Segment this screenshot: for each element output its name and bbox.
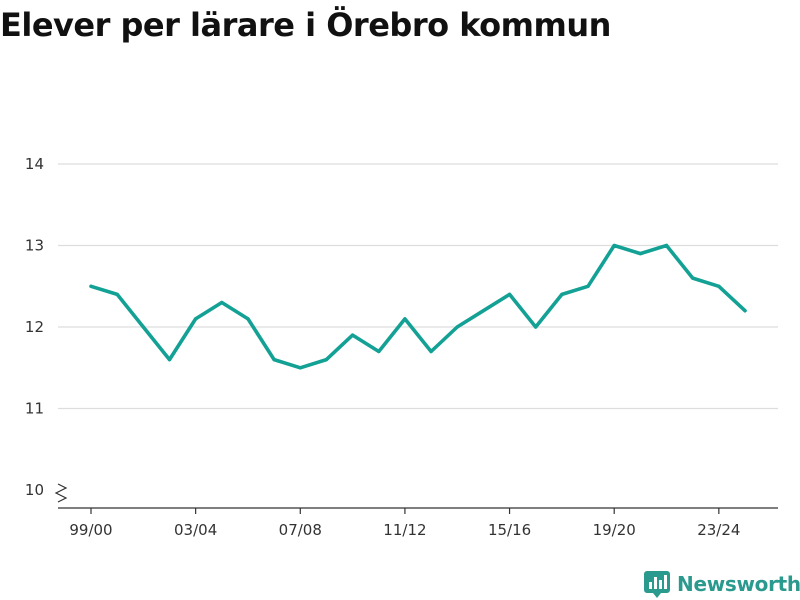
grid-lines: [58, 163, 778, 410]
data-point: [377, 349, 381, 354]
data-point: [560, 292, 564, 296]
data-point: [167, 358, 172, 362]
y-tick-label: 13: [25, 237, 44, 255]
y-tick-label: 12: [25, 318, 44, 336]
x-tick-label: 11/12: [383, 521, 426, 539]
data-point: [691, 276, 695, 280]
data-point: [403, 317, 407, 321]
data-point: [298, 366, 302, 370]
data-point: [638, 252, 642, 256]
newsworthy-brand: Newsworthy: [644, 568, 800, 600]
data-point: [586, 284, 590, 288]
data-point: [717, 284, 721, 288]
x-tick-label: 03/04: [174, 521, 217, 539]
data-point: [194, 317, 198, 321]
data-point: [115, 292, 119, 296]
data-point: [612, 243, 616, 248]
x-tick-label: 19/20: [593, 521, 636, 539]
data-point: [272, 358, 276, 362]
x-tick-label: 07/08: [279, 521, 322, 539]
data-point: [324, 358, 329, 362]
y-tick-label: 10: [25, 481, 44, 499]
data-point: [743, 309, 747, 313]
data-point: [507, 292, 512, 296]
data-point: [429, 349, 433, 354]
y-tick-label: 14: [25, 155, 44, 173]
data-point: [141, 325, 145, 329]
data-point: [664, 243, 669, 248]
x-tick-label: 99/00: [69, 521, 112, 539]
data-point: [89, 284, 93, 288]
series-layer: [89, 243, 747, 370]
y-tick-label: 11: [25, 400, 44, 418]
data-point: [534, 325, 538, 329]
x-tick-labels: 99/00 03/04 07/08 11/12 15/16 19/20 23/24: [69, 521, 740, 539]
series-line-0: [89, 243, 747, 370]
data-point: [351, 333, 355, 337]
chart-title: Elever per lärare i Örebro kommun: [0, 6, 611, 44]
y-axis: 10 11 12 13 14: [25, 155, 44, 499]
data-point: [246, 317, 250, 321]
x-axis: [54, 483, 778, 514]
newsworthy-logo-icon: [644, 571, 670, 598]
data-point: [220, 300, 224, 305]
axis-break-mark: [54, 483, 68, 503]
data-point: [455, 325, 459, 329]
data-point: [481, 309, 485, 313]
x-tick-label: 23/24: [697, 521, 740, 539]
brand-name: Newsworthy: [677, 572, 800, 596]
x-tick-label: 15/16: [488, 521, 531, 539]
